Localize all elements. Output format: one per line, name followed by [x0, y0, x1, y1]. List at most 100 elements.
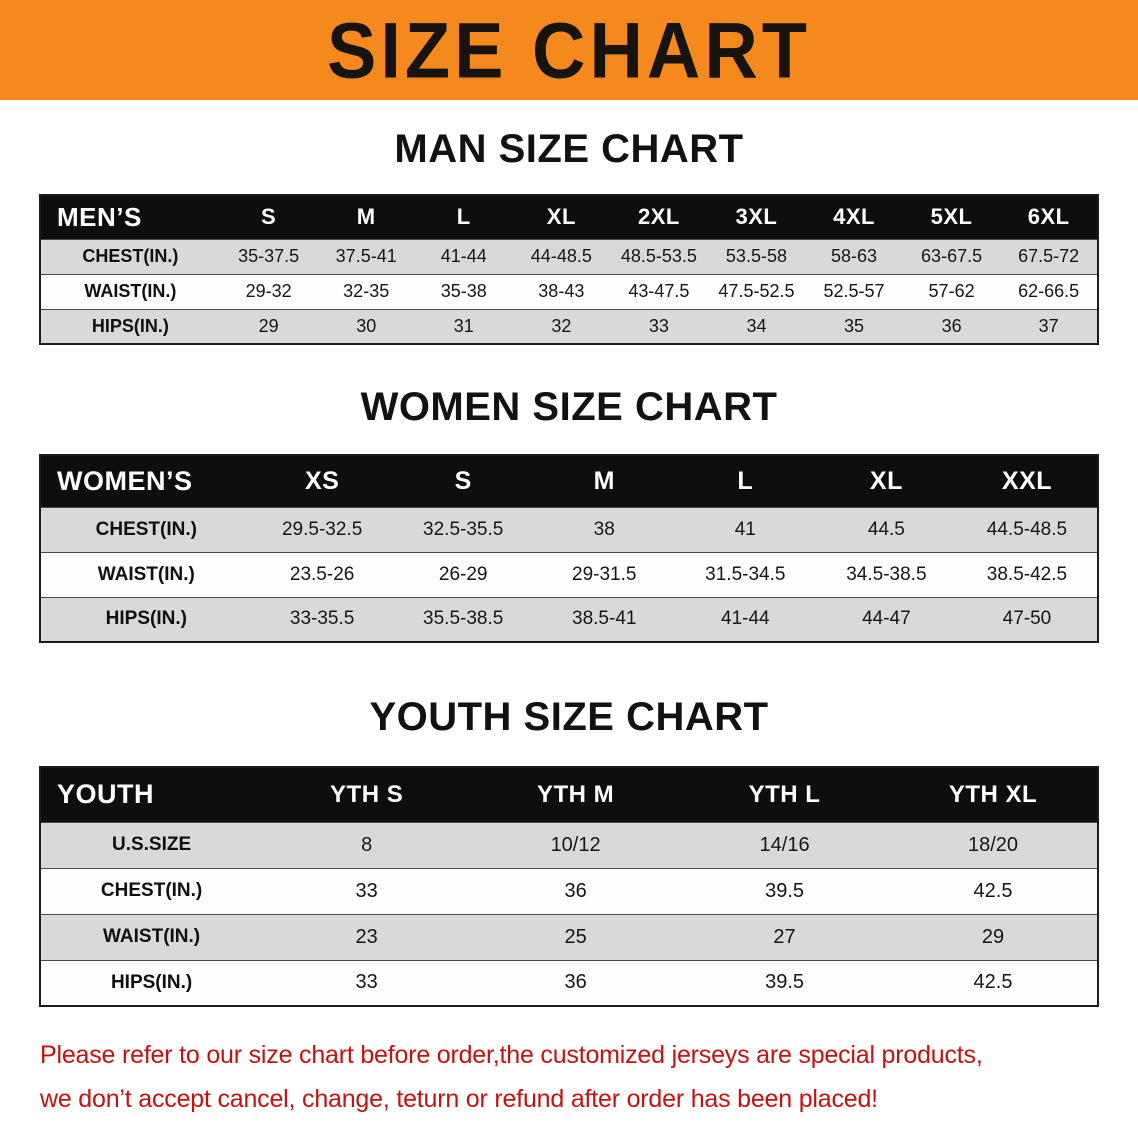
table-title-cell: WOMEN’S [57, 465, 193, 496]
value-cell: 38 [593, 518, 615, 540]
value-cell: 47.5-52.5 [718, 281, 795, 301]
size-header-cell: YTH L [748, 780, 821, 808]
value-cell: 38.5-42.5 [986, 563, 1068, 585]
row-label-cell: U.S.SIZE [111, 834, 192, 855]
value-cell: 41 [734, 518, 756, 540]
value-cell: 34.5-38.5 [846, 563, 927, 585]
size-header-cell: 3XL [735, 204, 778, 230]
size-header-cell: 4XL [833, 204, 875, 230]
row-label-cell: WAIST(IN.) [97, 563, 195, 585]
size-header-cell: 2XL [637, 204, 680, 230]
value-cell: 52.5-57 [823, 281, 885, 301]
men-size-chart-heading: MAN SIZE CHART [394, 127, 744, 171]
value-cell: 10/12 [550, 833, 601, 856]
value-cell: 34 [746, 315, 767, 336]
value-cell: 62-66.5 [1018, 281, 1080, 301]
value-cell: 57-62 [928, 281, 975, 301]
table-row: CHEST(IN.) 33 36 39.5 42.5 [40, 868, 1098, 914]
row-label-cell: CHEST(IN.) [95, 518, 197, 540]
value-cell: 27 [773, 925, 796, 948]
value-cell: 42.5 [973, 879, 1013, 902]
value-cell: 37 [1038, 315, 1059, 336]
table-row: CHEST(IN.) 35-37.5 37.5-41 41-44 44-48.5 48.5… [40, 239, 1098, 274]
value-cell: 41-44 [721, 608, 770, 630]
row-label-cell: WAIST(IN.) [84, 281, 177, 301]
value-cell: 35 [844, 315, 865, 336]
row-label-cell: CHEST(IN.) [82, 246, 179, 266]
value-cell: 26-29 [438, 563, 488, 585]
value-cell: 31 [453, 315, 474, 336]
table-header-row: YOUTH YTH S YTH M YTH L YTH XL [40, 767, 1098, 822]
table-header-row: MEN’S S M L XL 2XL 3XL 4XL 5XL 6XL [40, 195, 1098, 239]
size-header-cell: YTH XL [948, 780, 1038, 808]
table-row: WAIST(IN.) 23 25 27 29 [40, 914, 1098, 960]
row-label-cell: HIPS(IN.) [110, 971, 193, 993]
value-cell: 33 [355, 879, 378, 902]
youth-size-table: YOUTH YTH S YTH M YTH L YTH XL U.S.SIZE 8 10/12… [39, 766, 1099, 1007]
value-cell: 31.5-34.5 [705, 563, 786, 585]
value-cell: 42.5 [973, 971, 1013, 994]
size-header-cell: 6XL [1027, 204, 1070, 230]
row-label-cell: HIPS(IN.) [105, 608, 187, 630]
table-row: WAIST(IN.) 29-32 32-35 35-38 38-43 43-47.5 47.… [40, 274, 1098, 309]
row-label-cell: HIPS(IN.) [91, 315, 169, 336]
value-cell: 38.5-41 [572, 608, 637, 630]
banner-title: SIZE CHART [327, 6, 811, 94]
value-cell: 36 [941, 315, 962, 336]
value-cell: 53.5-58 [725, 246, 787, 266]
value-cell: 36 [564, 971, 587, 994]
value-cell: 58-63 [830, 246, 878, 266]
value-cell: 29-32 [245, 281, 292, 301]
value-cell: 32 [551, 315, 572, 336]
women-size-chart-heading: WOMEN SIZE CHART [360, 385, 778, 429]
value-cell: 47-50 [1002, 608, 1052, 630]
value-cell: 32-35 [343, 281, 390, 301]
table-row: WAIST(IN.) 23.5-26 26-29 29-31.5 31.5-34.5 34… [40, 552, 1098, 597]
value-cell: 14/16 [759, 833, 810, 856]
size-header-cell: L [737, 466, 754, 495]
value-cell: 8 [361, 833, 373, 856]
value-cell: 39.5 [765, 879, 805, 902]
value-cell: 63-67.5 [921, 246, 983, 266]
size-header-cell: S [261, 204, 277, 230]
value-cell: 37.5-41 [335, 246, 397, 266]
table-row: HIPS(IN.) 33 36 39.5 42.5 [40, 960, 1098, 1006]
value-cell: 33 [355, 971, 378, 994]
disclaimer: Please refer to our size chart before or… [40, 1033, 1138, 1121]
value-cell: 32.5-35.5 [423, 518, 504, 540]
value-cell: 44-47 [862, 608, 911, 630]
table-title-cell: MEN’S [57, 201, 142, 232]
value-cell: 48.5-53.5 [620, 246, 697, 266]
row-label-cell: CHEST(IN.) [100, 880, 203, 901]
value-cell: 33 [648, 315, 669, 336]
size-header-cell: M [356, 204, 376, 230]
size-header-cell: XL [869, 466, 903, 495]
women-size-table: WOMEN’S XS S M L XL XXL CHEST(IN.) 29.5-32.5 32.5… [39, 454, 1099, 643]
value-cell: 33-35.5 [289, 608, 355, 630]
table-row: HIPS(IN.) 33-35.5 35.5-38.5 38.5-41 41-44 44-… [40, 597, 1098, 642]
value-cell: 39.5 [765, 971, 805, 994]
size-header-cell: S [454, 466, 472, 495]
disclaimer-line-1: Please refer to our size chart before or… [40, 1041, 983, 1069]
value-cell: 35-37.5 [238, 246, 300, 266]
value-cell: 38-43 [538, 281, 585, 301]
size-header-cell: YTH M [537, 780, 615, 808]
size-header-cell: XXL [1001, 466, 1053, 495]
section-men: MAN SIZE CHART MEN’S S M L XL 2XL 3XL 4XL 5XL 6XL… [0, 127, 1138, 345]
section-youth: YOUTH SIZE CHART YOUTH YTH S YTH M YTH L YTH… [0, 695, 1138, 1007]
value-cell: 29 [981, 925, 1005, 948]
table-title-cell: YOUTH [57, 779, 154, 810]
value-cell: 29 [258, 315, 279, 336]
size-header-cell: XS [304, 466, 340, 495]
value-cell: 35.5-38.5 [423, 608, 504, 630]
size-chart-banner: SIZE CHART [0, 0, 1138, 100]
value-cell: 29-31.5 [572, 563, 637, 585]
youth-size-chart-heading: YOUTH SIZE CHART [369, 695, 769, 739]
value-cell: 18/20 [967, 833, 1019, 856]
value-cell: 29.5-32.5 [281, 518, 363, 540]
table-header-row: WOMEN’S XS S M L XL XXL [40, 455, 1098, 507]
value-cell: 23 [355, 925, 378, 948]
table-row: U.S.SIZE 8 10/12 14/16 18/20 [40, 822, 1098, 868]
section-women: WOMEN SIZE CHART WOMEN’S XS S M L XL XXL CHEST(… [0, 385, 1138, 643]
value-cell: 23.5-26 [289, 563, 355, 585]
